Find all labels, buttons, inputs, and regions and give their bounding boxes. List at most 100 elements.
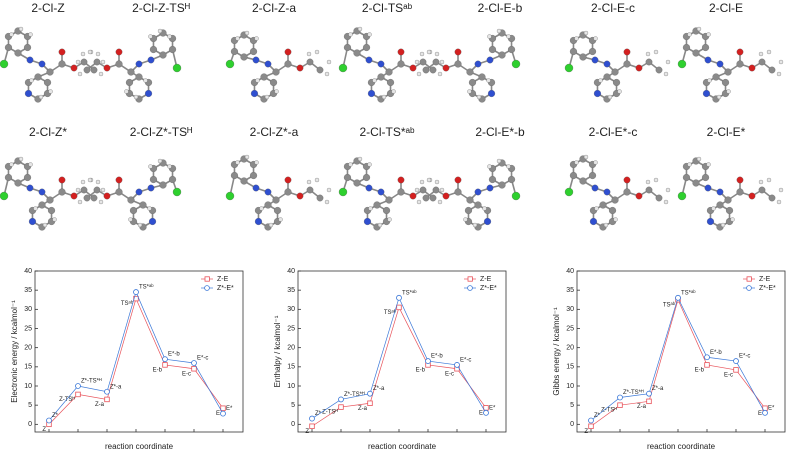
atom [52,217,57,222]
atom [687,32,692,37]
point-label: Z*-a [373,386,385,392]
atom [90,194,98,202]
atom [439,59,445,65]
marker-circle [646,390,652,397]
molecule [75,28,182,103]
atom [314,49,320,55]
atom [397,176,405,184]
atom [264,94,270,100]
atom [58,188,66,196]
y-tick-label: 20 [24,345,32,352]
legend-marker [467,276,473,282]
atom [711,206,716,211]
atom [665,187,671,193]
atom [363,217,372,226]
marker-circle [75,383,81,389]
atom [274,89,279,94]
atom [377,222,383,228]
atom [80,186,88,194]
atom [362,43,371,52]
atom [260,73,268,81]
atom [419,179,425,185]
point-label: Z* [594,413,601,419]
atom [148,164,153,169]
atom [93,186,101,194]
atom [240,53,248,61]
atom [353,179,361,187]
point-label: TSᵃᵇ [663,301,676,308]
y-tick-label: 30 [566,306,574,313]
atom [254,36,259,41]
atom [397,188,405,196]
atom [324,199,330,205]
atom [46,68,54,76]
point-label: E-c [724,372,733,378]
atom [496,158,502,164]
atom [579,53,587,61]
atom [724,68,732,76]
marker-square [162,362,168,368]
atom [230,47,239,56]
atom [38,188,46,196]
atom [115,176,123,184]
point-label: TSᵃᵇ [384,309,397,316]
marker-circle [133,289,139,295]
atom [373,201,381,209]
atom [716,94,722,100]
atom [144,89,153,98]
atom [38,201,46,209]
atom [137,222,143,228]
atom [225,59,235,69]
atom [296,64,304,72]
atom [409,192,417,200]
atom [98,199,104,205]
point-label: Z-TSᴴ [601,407,617,414]
molecule-label: 2-Cl-E [709,1,743,15]
y-tick-label: 25 [287,325,295,332]
molecule [338,156,445,231]
legend-marker [467,285,473,291]
y-tick-label: 35 [287,287,295,294]
atom [487,34,492,39]
point-label: TS*ᵃᵇ [402,289,417,296]
atom [511,59,521,69]
atom [148,34,153,39]
point-label: Z [584,429,588,435]
atom [506,34,511,39]
marker-circle [733,358,739,364]
marker-square [396,304,402,311]
atom [129,206,138,215]
atom [482,206,487,211]
atom [682,43,691,52]
atom [367,32,372,37]
marker-circle [483,409,489,416]
atom [159,181,167,189]
atom [434,51,440,57]
atom [758,51,764,57]
molecule [564,154,671,231]
atom [14,179,22,187]
atom [716,60,724,68]
atom [143,78,148,83]
atom [58,48,66,56]
atom [588,171,597,180]
atom [419,58,427,66]
atom [486,78,491,83]
atom [437,71,443,77]
molecule-label: 2-Cl-Z*-a [250,125,299,139]
point-label: E* [768,405,775,411]
atom [437,199,443,205]
atom [416,71,422,77]
atom [758,179,764,185]
atom [612,78,621,87]
atom [391,89,396,94]
atom [357,156,363,162]
atom [254,217,263,226]
atom [316,194,324,202]
atom [353,49,361,57]
atom [284,188,292,196]
marker-square [75,391,81,398]
atom [348,32,353,37]
atom [464,206,473,215]
atom [100,187,106,193]
